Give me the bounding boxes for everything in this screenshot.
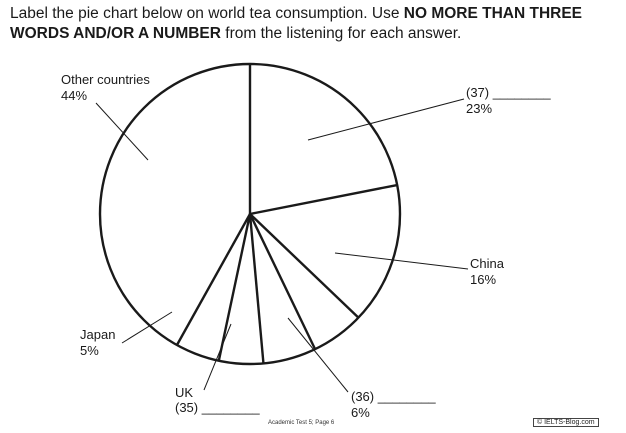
pie-slice-boundary bbox=[217, 213, 252, 361]
instructions-text: Label the pie chart below on world tea c… bbox=[10, 4, 610, 44]
leader-lines bbox=[95, 98, 469, 393]
instructions-part2: from the listening for each answer. bbox=[220, 25, 462, 42]
pie-slice-boundary bbox=[249, 183, 398, 216]
label-other-title: Other countries bbox=[61, 72, 150, 87]
label-china-value: 16% bbox=[470, 272, 496, 287]
leader-line-q36 bbox=[287, 317, 349, 393]
leader-line-china bbox=[334, 252, 469, 270]
label-q36-title: (36) ________ bbox=[351, 389, 436, 404]
pie-slice-boundary bbox=[249, 213, 360, 319]
label-q37-title: (37) ________ bbox=[466, 85, 551, 100]
leader-line-other bbox=[95, 102, 149, 161]
watermark: © IELTS-Blog.com bbox=[533, 418, 599, 427]
label-uk-title: UK bbox=[175, 385, 193, 400]
slice-dividers bbox=[175, 64, 398, 364]
instructions-part1: Label the pie chart below on world tea c… bbox=[10, 5, 404, 22]
label-uk-value: (35) ________ bbox=[175, 400, 260, 415]
leader-line-q37 bbox=[307, 98, 465, 141]
leader-line-uk bbox=[203, 323, 232, 391]
label-china-title: China bbox=[470, 256, 505, 271]
label-q37-value: 23% bbox=[466, 101, 492, 116]
leader-line-japan bbox=[121, 311, 173, 344]
label-japan-value: 5% bbox=[80, 343, 99, 358]
pie-slice-boundary bbox=[248, 213, 317, 350]
label-q36-value: 6% bbox=[351, 405, 370, 420]
label-other-value: 44% bbox=[61, 88, 87, 103]
label-japan-title: Japan bbox=[80, 327, 115, 342]
instructions-bold: NO MORE THAN THREE WORDS AND/OR A NUMBER bbox=[10, 5, 583, 42]
pie-slice-boundary bbox=[175, 213, 252, 346]
page-footer: Academic Test 5; Page 6 bbox=[268, 420, 335, 426]
pie-slice-boundary bbox=[248, 213, 265, 364]
